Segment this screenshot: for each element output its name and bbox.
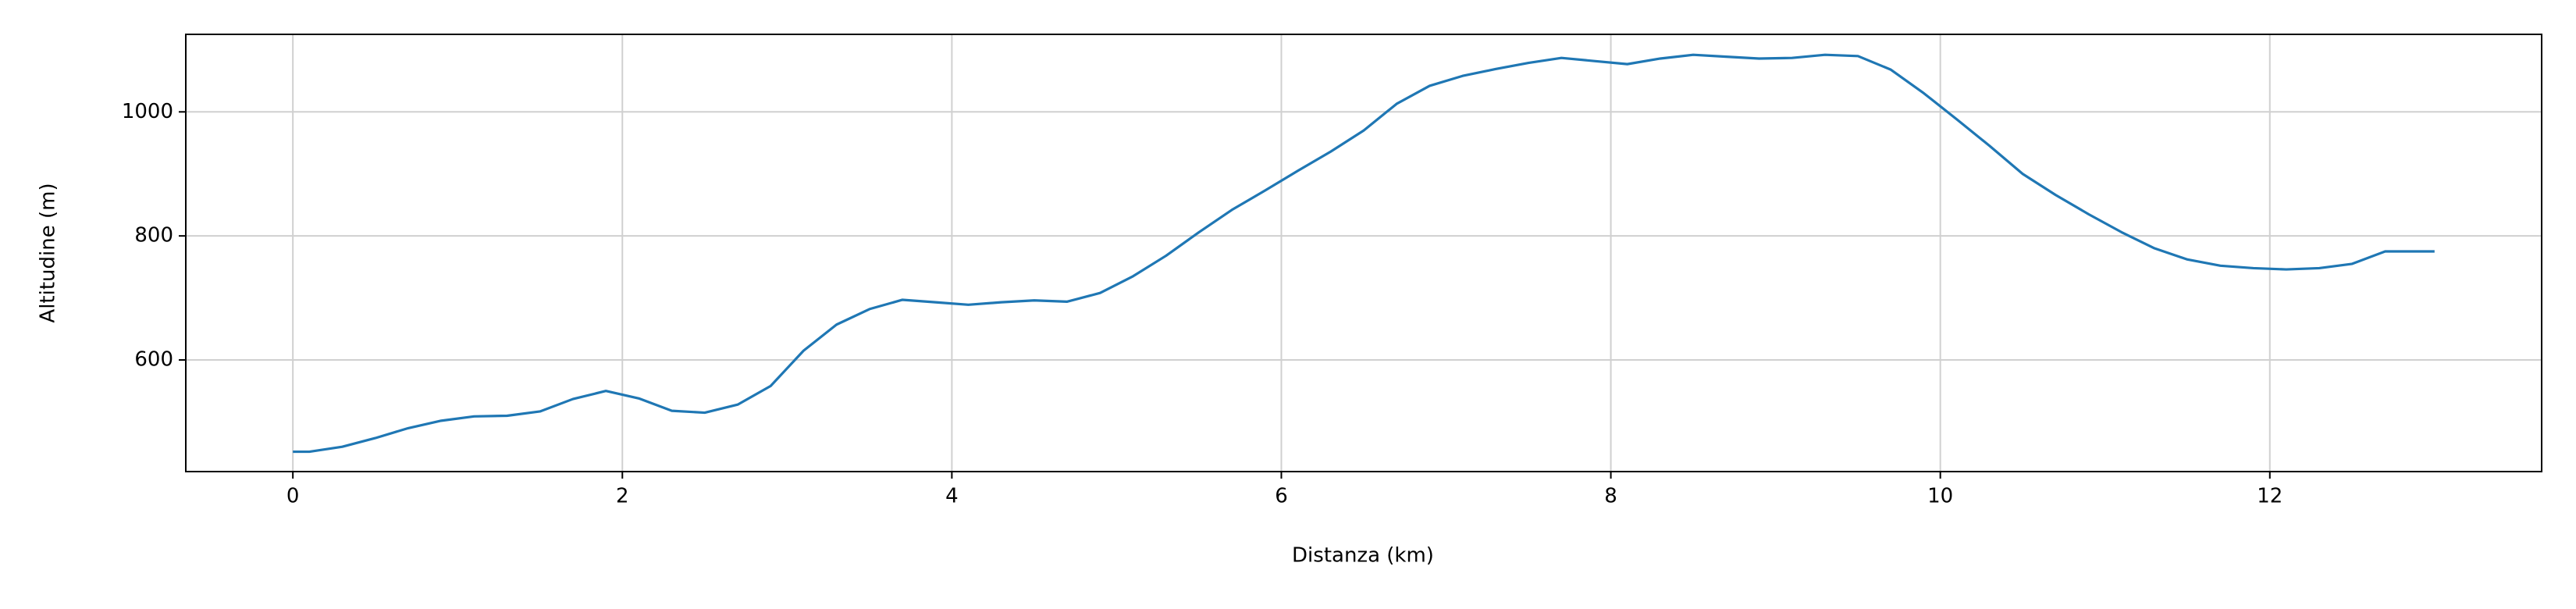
x-tick-label: 8 [1604,485,1617,508]
y-tick-label: 1000 [122,100,173,123]
x-tick-label: 12 [2257,485,2282,508]
plot-frame [185,34,2542,472]
y-tick-label: 800 [134,224,173,248]
x-axis-label: Distanza (km) [1292,544,1434,568]
x-tick-label: 6 [1275,485,1288,508]
x-tick-label: 2 [616,485,629,508]
y-axis-label: Altitudine (m) [37,183,60,322]
x-tick-label: 10 [1927,485,1953,508]
x-tick-label: 0 [286,485,300,508]
x-tick-label: 4 [945,485,959,508]
y-tick-label: 600 [134,348,173,372]
line-series [293,53,2435,454]
